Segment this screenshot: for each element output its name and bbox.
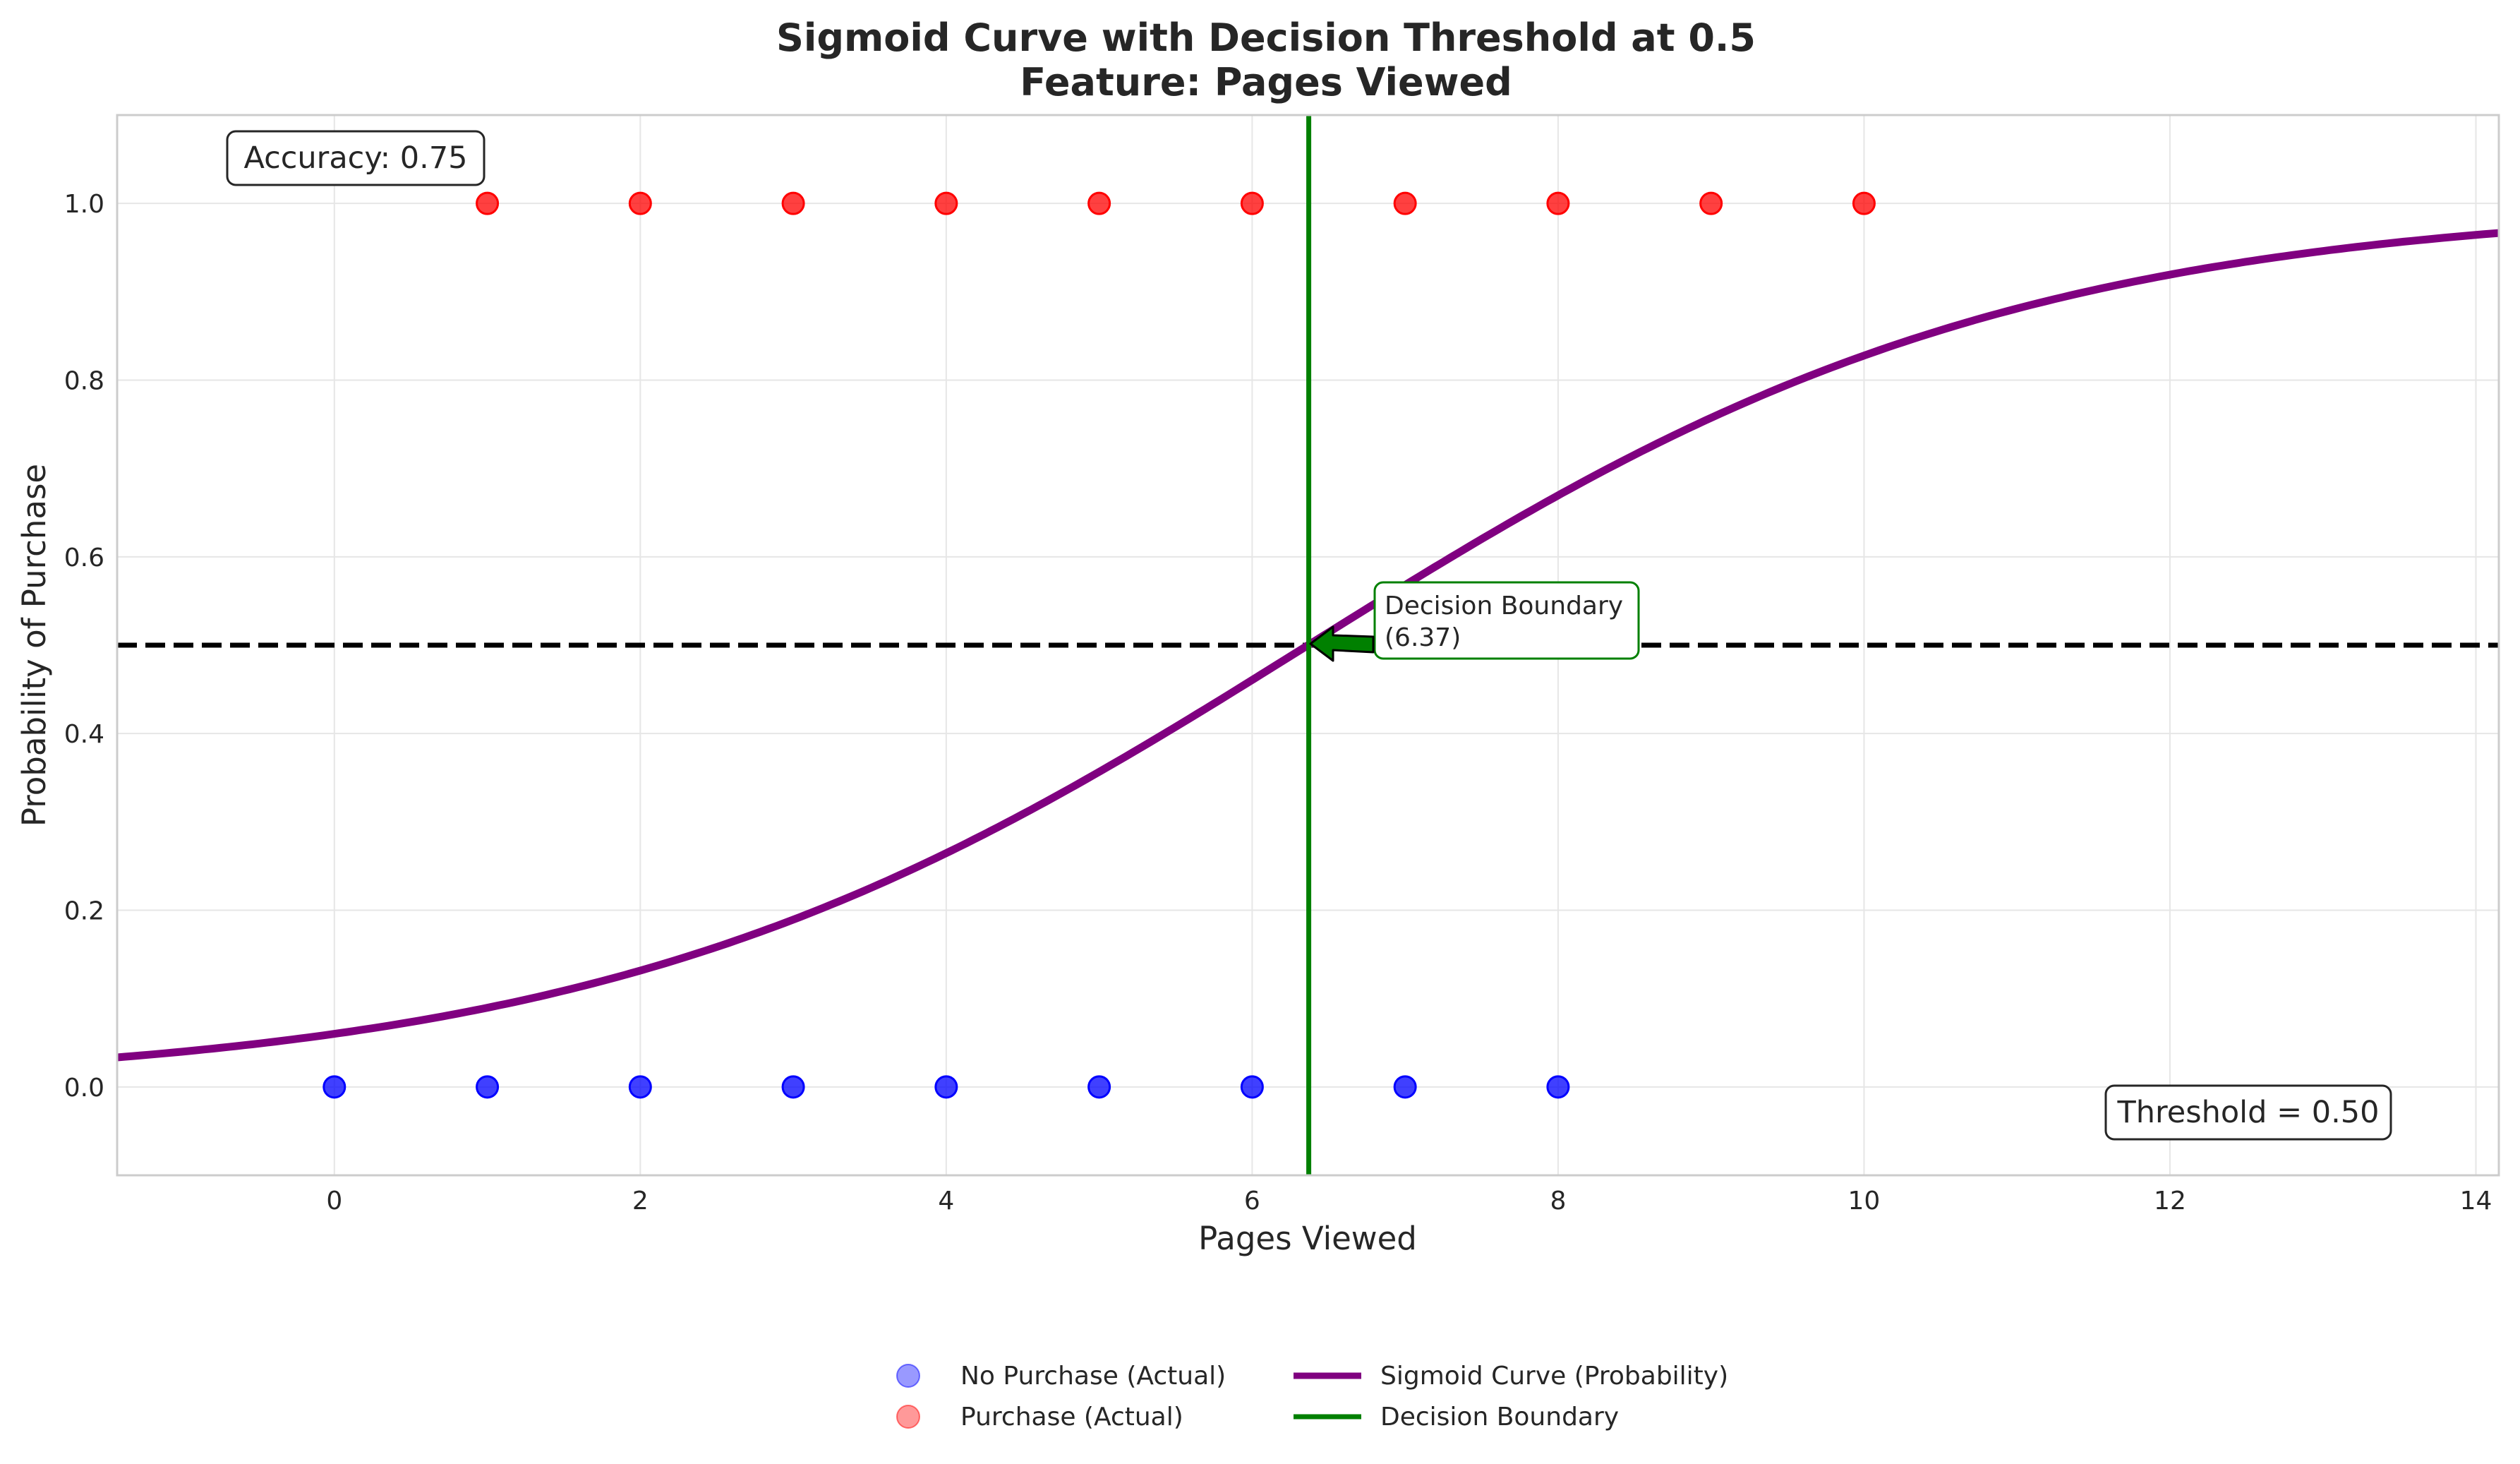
- purchase-point: [1852, 191, 1876, 215]
- no-purchase-point: [1240, 1075, 1264, 1099]
- purchase-point: [476, 191, 500, 215]
- x-tick-label: 8: [1550, 1187, 1566, 1216]
- legend-marker-purchase: [896, 1405, 920, 1429]
- legend-marker-no-purchase: [896, 1364, 920, 1388]
- x-axis-label: Pages Viewed: [1198, 1220, 1417, 1257]
- no-purchase-point: [1087, 1075, 1111, 1099]
- legend: No Purchase (Actual) Purchase (Actual) S…: [896, 1362, 1728, 1432]
- purchase-point: [1546, 191, 1570, 215]
- no-purchase-point: [934, 1075, 958, 1099]
- accuracy-box: Accuracy: 0.75: [226, 130, 486, 186]
- x-tick-label: 12: [2154, 1187, 2186, 1216]
- boundary-annotation: Decision Boundary (6.37): [1309, 581, 1640, 662]
- y-tick-label: 0.0: [64, 1074, 104, 1103]
- threshold-box: Threshold = 0.50: [2104, 1084, 2392, 1141]
- y-tick-labels: 0.0 0.2 0.4 0.6 0.8 1.0: [64, 190, 104, 1103]
- y-tick-label: 0.4: [64, 720, 104, 749]
- legend-label-purchase: Purchase (Actual): [960, 1403, 1183, 1432]
- purchase-point: [1393, 191, 1417, 215]
- boundary-annotation-line1: Decision Boundary: [1385, 592, 1623, 620]
- x-tick-label: 14: [2460, 1187, 2492, 1216]
- x-tick-label: 4: [938, 1187, 954, 1216]
- no-purchase-point: [1393, 1075, 1417, 1099]
- x-tick-label: 6: [1244, 1187, 1260, 1216]
- purchase-point: [934, 191, 958, 215]
- no-purchase-point: [322, 1075, 346, 1099]
- y-axis-label: Probability of Purchase: [16, 464, 53, 827]
- legend-label-sigmoid: Sigmoid Curve (Probability): [1380, 1362, 1728, 1391]
- y-tick-label: 0.2: [64, 897, 104, 926]
- no-purchase-point: [781, 1075, 805, 1099]
- chart-subtitle: Feature: Pages Viewed: [1020, 60, 1512, 104]
- boundary-annotation-line2: (6.37): [1385, 623, 1461, 652]
- x-tick-label: 10: [1848, 1187, 1881, 1216]
- x-tick-labels: 0 2 4 6 8 10 12 14: [326, 1187, 2492, 1216]
- plot-frame: [116, 114, 2500, 1177]
- boundary-annotation-arrow: [1309, 625, 1375, 662]
- y-tick-label: 1.0: [64, 190, 104, 219]
- accuracy-box-frame: [226, 130, 486, 186]
- purchase-point: [1699, 191, 1723, 215]
- x-tick-label: 2: [632, 1187, 649, 1216]
- y-tick-label: 0.6: [64, 544, 104, 572]
- purchase-point: [628, 191, 652, 215]
- points-layer: [322, 191, 1876, 1099]
- no-purchase-point: [628, 1075, 652, 1099]
- legend-label-boundary: Decision Boundary: [1380, 1403, 1619, 1432]
- purchase-point: [1087, 191, 1111, 215]
- threshold-text: Threshold = 0.50: [2116, 1095, 2379, 1130]
- threshold-box-frame: [2104, 1084, 2392, 1141]
- x-tick-label: 0: [326, 1187, 342, 1216]
- accuracy-text: Accuracy: 0.75: [243, 140, 467, 176]
- purchase-point: [1240, 191, 1264, 215]
- chart-title: Sigmoid Curve with Decision Threshold at…: [776, 16, 1756, 60]
- boundary-annotation-frame: [1373, 581, 1640, 660]
- no-purchase-point: [1546, 1075, 1570, 1099]
- no-purchase-point: [476, 1075, 500, 1099]
- legend-label-no-purchase: No Purchase (Actual): [960, 1362, 1226, 1391]
- purchase-point: [781, 191, 805, 215]
- y-tick-label: 0.8: [64, 367, 104, 396]
